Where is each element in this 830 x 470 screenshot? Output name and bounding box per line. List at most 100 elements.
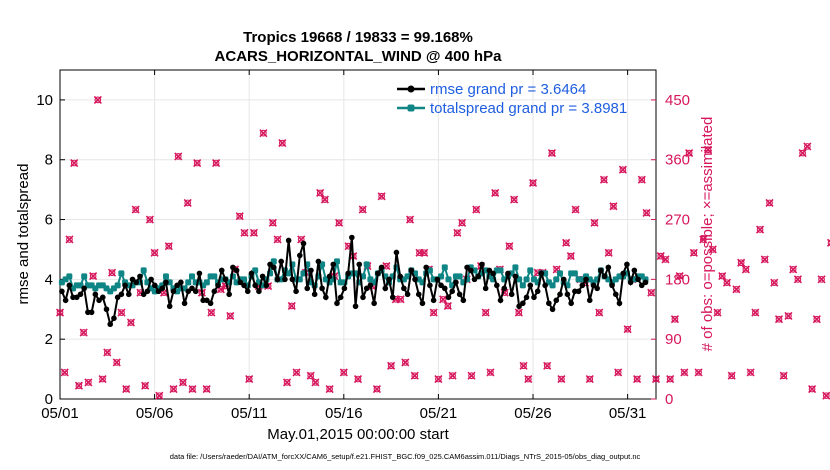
obs-possible-point <box>316 189 324 197</box>
series-point <box>300 240 307 247</box>
obs-possible-point <box>132 206 140 213</box>
series-point <box>423 264 429 271</box>
series-point <box>519 282 526 289</box>
obs-assimilated-point <box>675 271 684 281</box>
series-point <box>434 276 441 283</box>
series-point <box>152 282 158 289</box>
series-point <box>441 285 448 292</box>
obs-possible-point <box>189 385 196 393</box>
y2-tick-label: 0 <box>665 391 673 408</box>
obs-possible-point <box>742 266 750 273</box>
obs-assimilated-point <box>377 192 386 201</box>
obs-possible-point <box>804 143 811 150</box>
obs-assimilated-point <box>651 374 661 384</box>
series-point <box>508 291 515 298</box>
series-point <box>356 261 363 268</box>
obs-possible-point <box>85 379 92 386</box>
obs-assimilated-point <box>708 245 717 254</box>
y-tick-label: 0 <box>45 391 53 408</box>
series-point <box>438 282 444 289</box>
obs-possible-point <box>572 206 579 213</box>
obs-possible-point <box>723 279 731 287</box>
obs-possible-point <box>241 229 248 237</box>
obs-possible-point <box>506 242 513 250</box>
obs-assimilated-point <box>311 378 320 387</box>
obs-possible-point <box>756 226 764 233</box>
obs-possible-point <box>406 216 414 223</box>
obs-possible-point <box>515 309 523 316</box>
x-axis-label: May.01,2015 00:00:00 start <box>267 426 449 443</box>
series-point <box>497 297 504 304</box>
obs-assimilated-point <box>278 139 287 148</box>
obs-possible-point <box>468 372 475 380</box>
series-point <box>635 276 641 283</box>
obs-possible-point <box>520 362 527 370</box>
series-point <box>553 297 560 304</box>
obs-possible-point <box>203 385 210 393</box>
series-point <box>456 273 463 280</box>
series-point <box>311 291 318 298</box>
series-point <box>170 288 177 295</box>
series-point <box>482 285 489 292</box>
obs-assimilated-point <box>599 175 609 184</box>
series-point <box>66 282 73 289</box>
series-point <box>66 273 73 280</box>
obs-assimilated-point <box>571 205 580 214</box>
obs-possible-point <box>66 236 73 243</box>
obs-assimilated-point <box>84 378 93 387</box>
series-point <box>211 273 218 280</box>
series-point <box>188 273 195 280</box>
obs-assimilated-point <box>623 325 632 334</box>
obs-possible-point <box>283 379 291 386</box>
series-point <box>382 285 389 292</box>
obs-possible-point <box>435 375 442 383</box>
obs-assimilated-point <box>429 308 438 317</box>
obs-possible-point <box>733 285 740 293</box>
obs-possible-point <box>94 96 102 104</box>
obs-possible-point <box>529 179 537 187</box>
series-point <box>345 270 351 277</box>
obs-assimilated-point <box>287 301 296 311</box>
obs-possible-point <box>444 302 452 310</box>
obs-possible-point <box>676 272 684 280</box>
series-point <box>401 285 407 292</box>
obs-possible-point <box>340 369 348 376</box>
series-point <box>464 264 470 271</box>
obs-assimilated-point <box>131 205 140 214</box>
y-tick-label: 6 <box>45 212 53 229</box>
obs-assimilated-point <box>178 378 188 387</box>
series-point <box>334 300 340 307</box>
obs-assimilated-point <box>60 368 69 377</box>
series-point <box>81 273 88 280</box>
obs-possible-point <box>108 269 116 277</box>
obs-assimilated-point <box>103 348 112 357</box>
y-tick-label: 10 <box>36 92 53 109</box>
series-point <box>612 291 619 298</box>
obs-possible-point <box>553 266 561 273</box>
obs-possible-point <box>326 385 333 393</box>
obs-possible-point <box>260 129 267 137</box>
obs-assimilated-point <box>453 228 462 237</box>
series-point <box>111 315 117 322</box>
obs-possible-point <box>766 199 773 207</box>
series-point <box>278 258 285 265</box>
series-point <box>583 276 589 283</box>
data-file-note: data file: /Users/raeder/DAI/ATM_forcXX/… <box>170 452 641 461</box>
obs-possible-point <box>170 385 177 393</box>
obs-assimilated-point <box>703 145 713 154</box>
series-point <box>204 297 210 304</box>
series-point <box>497 267 504 274</box>
obs-possible-point <box>56 309 64 316</box>
obs-assimilated-point <box>387 361 396 370</box>
series-point <box>456 291 463 298</box>
obs-assimilated-point <box>803 142 812 151</box>
obs-possible-point <box>212 159 220 167</box>
obs-possible-point <box>562 239 570 247</box>
obs-possible-point <box>610 202 617 210</box>
obs-assimilated-point <box>595 308 604 317</box>
obs-possible-point <box>226 312 234 320</box>
obs-possible-point <box>818 276 825 283</box>
series-point <box>389 294 396 301</box>
obs-possible-point <box>714 309 721 316</box>
series-point <box>475 273 482 280</box>
